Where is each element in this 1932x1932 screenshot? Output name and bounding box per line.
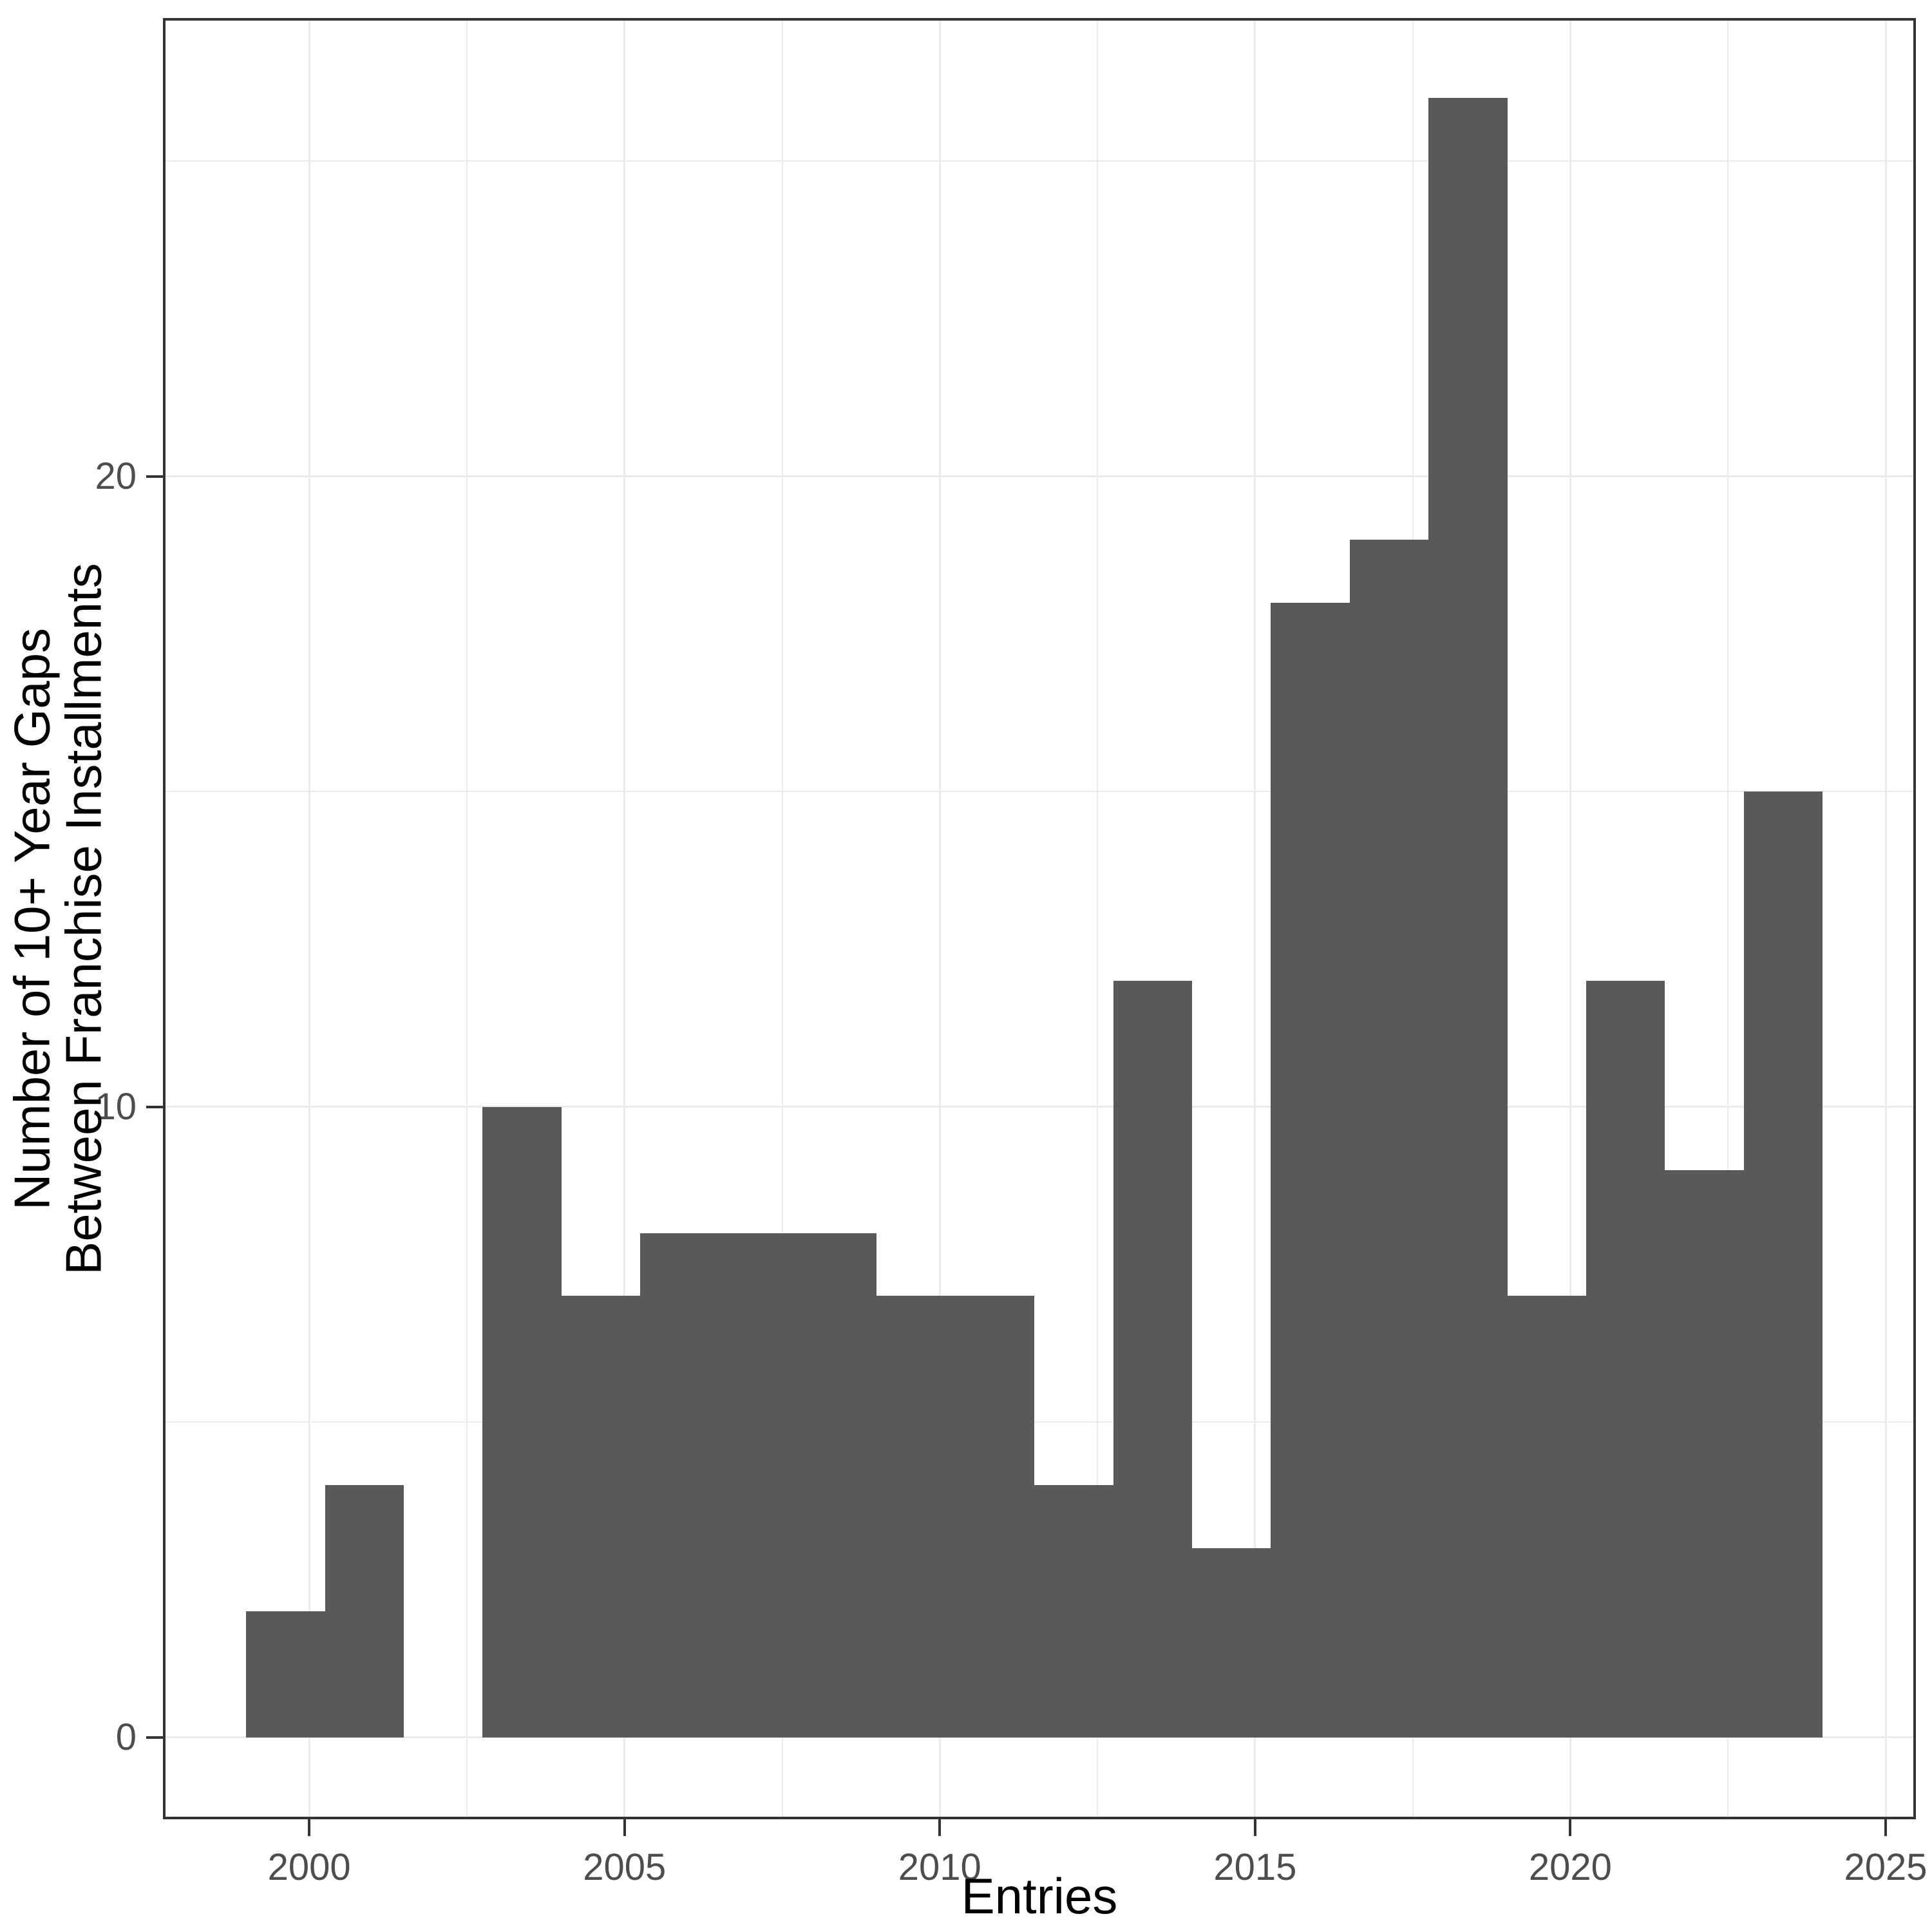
histogram-bar [797, 1233, 877, 1738]
y-tick-label: 20 [95, 455, 137, 497]
y-axis-title-line-2: Between Franchise Installments [55, 562, 111, 1275]
histogram-bar [640, 1233, 719, 1738]
histogram-bar [1271, 602, 1350, 1738]
histogram-bar [719, 1233, 798, 1738]
x-major-gridline [308, 18, 310, 1819]
y-tick-mark [146, 475, 163, 478]
histogram-bar [325, 1485, 404, 1738]
y-axis-title: Number of 10+ Year Gaps Between Franchis… [3, 562, 111, 1275]
histogram-bar [1665, 1170, 1744, 1738]
y-minor-gridline [163, 160, 1916, 162]
histogram-bar [1034, 1485, 1113, 1738]
x-tick-mark [1884, 1819, 1887, 1836]
histogram-bar [1113, 980, 1192, 1738]
x-tick-mark [938, 1819, 942, 1836]
x-major-gridline [1884, 18, 1887, 1819]
x-tick-label: 2005 [583, 1846, 667, 1888]
y-minor-gridline [163, 791, 1916, 793]
x-tick-label: 2020 [1528, 1846, 1612, 1888]
histogram-bar [1428, 98, 1508, 1738]
y-tick-mark [146, 1736, 163, 1739]
x-tick-label: 2025 [1844, 1846, 1927, 1888]
histogram-bar [246, 1611, 325, 1738]
y-major-gridline [163, 1736, 1916, 1739]
x-major-gridline [1254, 18, 1256, 1819]
y-tick-label: 0 [115, 1716, 137, 1758]
x-major-gridline [623, 18, 626, 1819]
y-major-gridline [163, 475, 1916, 478]
histogram-bar [1743, 791, 1823, 1738]
x-minor-gridline [1097, 18, 1099, 1819]
y-tick-mark [146, 1105, 163, 1108]
x-tick-mark [623, 1819, 626, 1836]
histogram-bar [955, 1296, 1035, 1738]
plot-panel [163, 18, 1916, 1819]
histogram-bar [876, 1296, 956, 1738]
x-tick-label: 2010 [898, 1846, 981, 1888]
x-tick-label: 2000 [267, 1846, 351, 1888]
x-axis-title: Entries [961, 1868, 1118, 1924]
x-minor-gridline [1727, 18, 1729, 1819]
x-major-gridline [1569, 18, 1571, 1819]
x-major-gridline [938, 18, 941, 1819]
histogram-bar [1191, 1548, 1271, 1738]
x-tick-mark [1253, 1819, 1256, 1836]
histogram-bar [561, 1296, 641, 1738]
x-tick-mark [1569, 1819, 1572, 1836]
histogram-bar [1349, 539, 1429, 1738]
histogram-bar [482, 1106, 562, 1738]
histogram-bar [1507, 1296, 1586, 1738]
x-tick-label: 2015 [1213, 1846, 1297, 1888]
y-tick-label: 10 [95, 1085, 137, 1128]
histogram-bar [1586, 980, 1665, 1738]
x-minor-gridline [781, 18, 783, 1819]
y-axis-title-line-1: Number of 10+ Year Gaps [3, 627, 61, 1210]
y-minor-gridline [163, 1421, 1916, 1423]
y-major-gridline [163, 1106, 1916, 1108]
x-tick-mark [308, 1819, 311, 1836]
x-minor-gridline [466, 18, 468, 1819]
